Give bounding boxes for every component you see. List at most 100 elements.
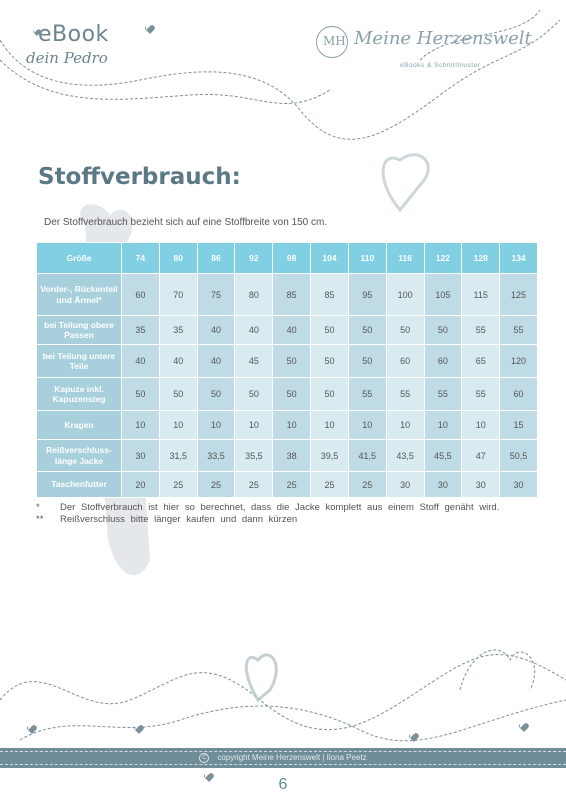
table-cell: 115: [461, 273, 501, 316]
header-label: Größe: [36, 242, 122, 274]
size-header: 98: [272, 242, 312, 274]
size-header: 122: [423, 242, 463, 274]
table-body: Vorder-, Rückenteil und Ärmel* 60 70 75 80 85…: [36, 273, 538, 498]
table-cell: 60: [423, 344, 463, 378]
table-cell: 31,5: [158, 439, 198, 472]
copyright-icon: C: [199, 753, 210, 763]
brand-monogram: MH: [323, 34, 346, 48]
product-name: dein Pedro: [26, 49, 108, 67]
table-cell: 10: [423, 410, 463, 440]
monogram-icon: MH: [316, 26, 348, 58]
table-cell: 50: [272, 344, 312, 378]
size-header: 116: [385, 242, 425, 274]
footnote-text: Der Stoffverbrauch ist hier so berechnet…: [60, 502, 500, 513]
table-cell: 80: [234, 273, 274, 316]
table-header-row: Größe 74 80 86 92 98 104 110 116 122 128…: [36, 242, 538, 274]
table-cell: 85: [310, 273, 349, 316]
table-cell: 50: [234, 377, 274, 411]
small-heart-icon: [145, 25, 155, 34]
table-cell: 120: [499, 344, 538, 378]
table-cell: 35: [158, 315, 198, 345]
table-cell: 40: [121, 344, 160, 378]
table-cell: 25: [272, 471, 312, 498]
table-cell: 50: [310, 315, 349, 345]
table-cell: 15: [499, 410, 538, 440]
size-header: 110: [347, 242, 387, 274]
table-cell: 25: [347, 471, 387, 498]
table-cell: 25: [310, 471, 349, 498]
table-cell: 50: [385, 315, 425, 345]
size-header: 74: [121, 242, 160, 274]
intro-text: Der Stoffverbrauch bezieht sich auf eine…: [44, 217, 328, 228]
table-cell: 65: [461, 344, 501, 378]
table-cell: 60: [121, 273, 160, 316]
table-cell: 50: [272, 377, 312, 411]
small-heart-icon: [134, 725, 144, 734]
small-heart-icon: [26, 725, 37, 734]
table-cell: 55: [461, 315, 501, 345]
footnotes: * Der Stoffverbrauch ist hier so berechn…: [36, 502, 532, 526]
footnote-mark: **: [36, 514, 44, 525]
table-cell: 41,5: [347, 439, 387, 472]
size-header: 134: [499, 242, 538, 274]
table-cell: 30: [461, 471, 501, 498]
table-cell: 55: [423, 377, 463, 411]
page-title: Stoffverbrauch:: [38, 164, 241, 190]
row-label: Taschenfutter: [36, 471, 122, 498]
table-cell: 43,5: [385, 439, 425, 472]
footnote: ** Reißverschluss bitte länger kaufen un…: [36, 514, 532, 525]
table-cell: 50: [158, 377, 198, 411]
table-cell: 50,5: [499, 439, 538, 472]
ebook-brand: eBook dein Pedro: [26, 22, 109, 67]
page-number: 6: [278, 776, 288, 793]
table-row: Reißverschluss-länge Jacke 30 31,5 33,5 35,5…: [36, 439, 538, 472]
copyright-text: copyright Meine Herzenswelt | Ilona Peet…: [217, 753, 367, 763]
table-cell: 60: [499, 377, 538, 411]
table-cell: 100: [385, 273, 425, 316]
table-cell: 125: [499, 273, 538, 316]
row-label: Kragen: [36, 410, 122, 440]
table-cell: 55: [499, 315, 538, 345]
table-cell: 45,5: [423, 439, 463, 472]
row-label: bei Teilung obere Passen: [36, 315, 122, 345]
table-cell: 55: [347, 377, 387, 411]
table-cell: 95: [347, 273, 387, 316]
table-cell: 38: [272, 439, 312, 472]
table-cell: 10: [196, 410, 236, 440]
table-cell: 50: [347, 315, 387, 345]
table-cell: 50: [347, 344, 387, 378]
size-header: 80: [158, 242, 198, 274]
table-cell: 25: [158, 471, 198, 498]
table-cell: 10: [272, 410, 312, 440]
heart-outline-icon: [381, 153, 430, 213]
table-cell: 47: [461, 439, 501, 472]
small-heart-icon: [408, 733, 419, 742]
table-cell: 50: [196, 377, 236, 411]
table-cell: 105: [423, 273, 463, 316]
table-cell: 10: [461, 410, 501, 440]
row-label: Vorder-, Rückenteil und Ärmel*: [36, 273, 122, 316]
small-heart-icon: [519, 723, 529, 732]
table-cell: 55: [461, 377, 501, 411]
table-cell: 10: [234, 410, 274, 440]
table-cell: 55: [385, 377, 425, 411]
row-label: Reißverschluss-länge Jacke: [36, 439, 122, 472]
table-cell: 50: [310, 377, 349, 411]
table-cell: 33,5: [196, 439, 236, 472]
table-cell: 60: [385, 344, 425, 378]
table-cell: 25: [196, 471, 236, 498]
table-cell: 30: [385, 471, 425, 498]
table-cell: 50: [121, 377, 160, 411]
table-cell: 85: [272, 273, 312, 316]
footnote-mark: *: [36, 502, 40, 513]
table-cell: 40: [196, 344, 236, 378]
table-cell: 30: [499, 471, 538, 498]
table-row: Taschenfutter 20 25 25 25 25 25 25 30 30 30 30: [36, 471, 538, 498]
table-cell: 40: [272, 315, 312, 345]
table-cell: 39,5: [310, 439, 349, 472]
table-row: bei Teilung obere Passen 35 35 40 40 40 50 50 50…: [36, 315, 538, 345]
table-row: bei Teilung untere Teile 40 40 40 45 50 50 50 60…: [36, 344, 538, 378]
ebook-label: eBook: [38, 22, 109, 47]
